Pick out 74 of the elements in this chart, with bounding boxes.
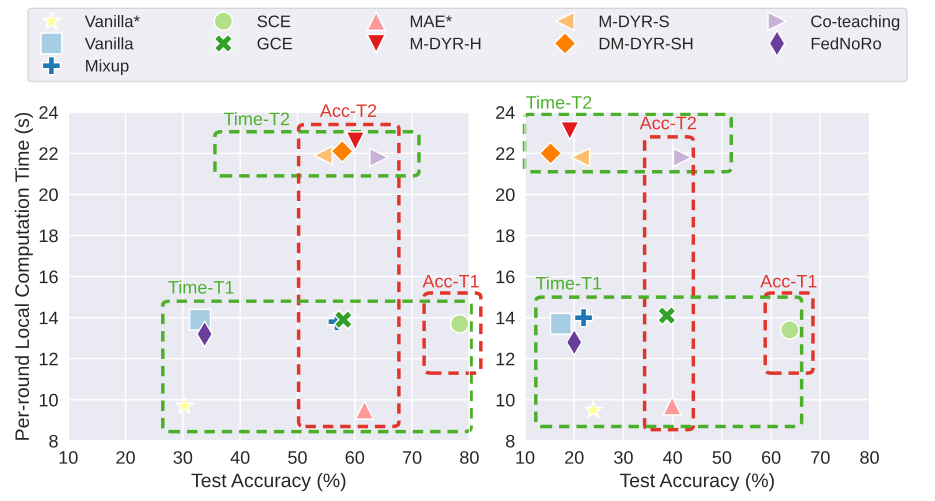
point (780, 320, 800, 340)
x-tick-label: 40 (663, 451, 682, 464)
annotation: Time-T1 (536, 276, 602, 290)
annotation: Time-T1 (168, 280, 234, 294)
legend-label: Vanilla* (84, 15, 140, 28)
point (570, 148, 590, 168)
y-tick-label: 16 (40, 270, 58, 284)
y-tick-label: 16 (496, 270, 514, 284)
point (314, 146, 333, 166)
x-tick-label: 60 (346, 451, 364, 464)
y-axis-title: Per-round Local Computation Time (s) (14, 112, 33, 440)
point (354, 400, 374, 420)
point (560, 120, 580, 140)
x-tick-label: 30 (174, 451, 192, 464)
annotation: Acc-T1 (760, 274, 817, 288)
y-tick-label: 20 (39, 188, 58, 202)
x-tick-label: 10 (516, 451, 534, 464)
y-tick-label: 24 (39, 106, 58, 119)
y-tick-label: 8 (49, 434, 58, 448)
point (657, 306, 676, 326)
y-tick-label: 18 (496, 229, 514, 242)
x-tick-label: 70 (402, 451, 422, 464)
y-tick-label: 18 (40, 229, 58, 242)
legend-label: Vanilla (84, 37, 134, 50)
legend-label: GCE (258, 38, 292, 50)
annotation: Acc-T2 (320, 104, 376, 118)
x-tick-label: 20 (565, 451, 584, 464)
point (175, 396, 194, 414)
x-tick-label: 10 (60, 451, 78, 464)
legend-label: SCE (257, 15, 290, 28)
point (574, 308, 594, 328)
y-tick-label: 12 (496, 352, 514, 366)
x-tick-label: 50 (288, 451, 307, 464)
y-tick-label: 20 (496, 188, 515, 202)
point (346, 131, 366, 151)
legend-label: Mixup (86, 59, 129, 75)
x-axis-title: Test Accuracy (%) (620, 472, 774, 492)
y-tick-label: 22 (39, 147, 58, 160)
y-tick-label: 8 (506, 434, 514, 448)
text: Time-T2 (526, 96, 592, 109)
legend-label: FedNoRo (812, 37, 882, 50)
legend-label: DM-DYR-SH (600, 38, 692, 50)
x-tick-label: 60 (762, 451, 780, 464)
legend-label: MAE* (410, 16, 452, 28)
point (662, 396, 682, 416)
x-tick-label: 40 (230, 451, 250, 464)
y-tick-label: 24 (496, 106, 515, 119)
point (584, 400, 603, 418)
annotation: Acc-T1 (422, 274, 479, 288)
x-tick-label: 50 (712, 451, 732, 464)
legend-label: Co-teaching (811, 15, 900, 31)
point (539, 142, 562, 165)
y-tick-label: 14 (40, 312, 58, 324)
y-tick-label: 12 (40, 352, 58, 366)
y-tick-label: 22 (496, 147, 514, 160)
y-tick-label: 10 (496, 394, 515, 407)
point (450, 314, 470, 334)
point (369, 148, 389, 168)
y-tick-label: 10 (40, 394, 58, 407)
point (672, 148, 692, 168)
legend-label: M-DYR-H (410, 38, 480, 50)
point (334, 310, 354, 330)
x-tick-label: 80 (460, 451, 479, 464)
x-tick-label: 20 (116, 451, 135, 464)
x-tick-label: 30 (614, 451, 633, 464)
annotation: Time-T2 (224, 112, 290, 126)
x-axis-title: Test Accuracy (%) (191, 472, 346, 492)
x-tick-label: 80 (860, 451, 879, 464)
y-tick-label: 14 (496, 312, 515, 324)
annotation: Acc-T2 (640, 116, 696, 130)
point (330, 140, 354, 163)
legend-label: M-DYR-S (600, 15, 669, 28)
point (550, 312, 572, 335)
x-tick-label: 70 (811, 451, 830, 464)
